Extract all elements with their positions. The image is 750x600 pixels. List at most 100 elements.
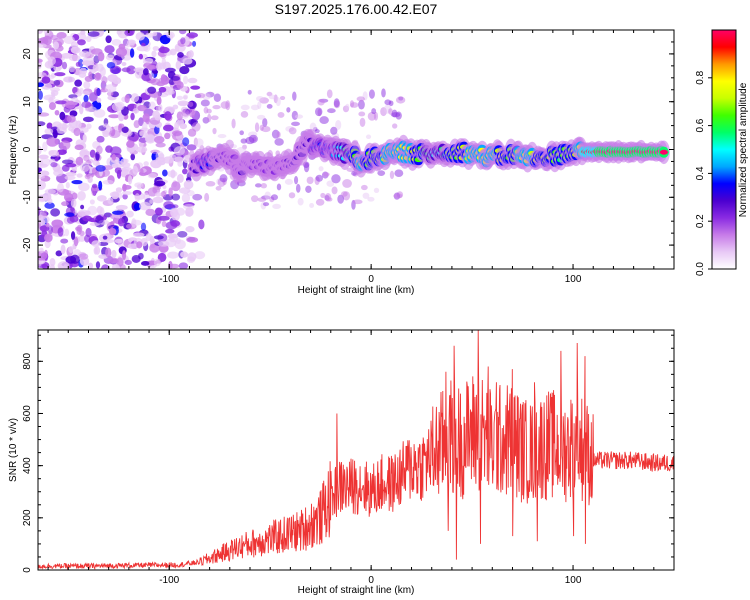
snr-x-tick-label: -100 [159,575,179,586]
noise-speckle [68,65,76,73]
noise-speckle [38,250,48,261]
noise-speckle [86,35,92,43]
snr-panel: -100 0 100 0 200 400 600 800 Height of straight… [8,329,675,596]
noise-speckle [317,98,325,106]
noise-speckle [154,135,165,144]
noise-speckle [167,233,179,239]
noise-speckle [93,246,98,255]
noise-speckle [272,203,281,209]
noise-speckle [148,101,156,110]
noise-speckle [288,192,296,199]
noise-speckle [182,57,193,65]
noise-speckle [185,207,194,217]
noise-speckle [268,94,276,100]
noise-speckle [84,173,91,180]
noise-speckle [99,66,106,77]
noise-speckle [78,253,89,260]
noise-speckle [42,141,48,152]
noise-speckle [270,194,279,201]
noise-speckle [254,183,262,188]
noise-speckle [71,192,78,200]
noise-speckle [121,126,129,133]
noise-speckle [315,174,323,182]
noise-speckle [82,90,90,95]
noise-speckle [295,183,301,193]
noise-speckle [326,89,333,99]
noise-speckle [194,138,204,148]
noise-speckle [176,111,184,121]
noise-speckle [204,192,210,202]
noise-speckle [50,208,61,217]
noise-speckle [38,38,47,44]
noise-speckle [72,86,78,94]
noise-speckle [75,61,81,67]
noise-speckle [117,238,124,249]
noise-speckle [177,100,189,106]
noise-speckle [333,98,340,108]
noise-speckle [196,92,206,99]
noise-speckle [177,51,184,58]
noise-speckle [60,244,66,255]
noise-speckle [153,235,164,240]
noise-speckle [79,230,85,237]
noise-speckle [73,236,79,247]
noise-speckle [157,215,170,221]
noise-speckle [158,46,170,54]
noise-speckle [102,235,108,240]
noise-speckle [108,227,117,236]
noise-speckle [288,127,297,135]
noise-speckle [93,72,102,81]
noise-speckle [138,252,144,260]
noise-speckle [100,264,110,269]
noise-speckle [108,129,121,139]
noise-speckle [61,159,74,165]
noise-speckle [38,180,46,190]
noise-speckle [63,35,75,45]
noise-speckle [240,104,250,111]
snr-y-tick-label: 800 [22,353,33,370]
noise-speckle [86,123,92,130]
noise-speckle [38,145,42,155]
noise-speckle [157,252,167,262]
noise-speckle [377,170,386,176]
noise-speckle [65,100,76,110]
noise-speckle [132,107,140,114]
noise-speckle [71,180,83,185]
noise-speckle [111,191,119,200]
noise-speckle [75,156,84,166]
noise-speckle [176,173,184,183]
noise-speckle [41,195,50,200]
noise-speckle [68,264,73,269]
snr-y-tick-label: 200 [22,509,33,526]
noise-speckle [161,220,167,228]
noise-speckle [63,76,75,83]
noise-speckle [309,203,315,209]
noise-speckle [154,180,166,187]
noise-speckle [122,184,132,190]
noise-speckle [70,198,77,208]
colorbar-ticks: 0.0 0.2 0.4 0.6 0.8 [695,70,712,276]
noise-speckle [142,113,150,123]
noise-speckle [179,30,187,35]
noise-speckle [102,123,110,128]
noise-speckle [50,162,58,168]
noise-speckle [168,187,173,197]
noise-speckle [116,169,122,179]
noise-speckle [78,182,90,192]
noise-speckle [163,201,174,209]
noise-speckle [111,163,119,169]
noise-speckle [254,122,260,133]
noise-speckle [111,249,117,259]
noise-speckle [91,240,101,248]
noise-speckle [147,187,158,197]
noise-speckle [157,160,166,166]
noise-speckle [161,57,166,67]
noise-speckle [115,101,125,111]
noise-speckle [78,127,89,133]
noise-speckle [96,195,107,202]
noise-speckle [149,199,154,204]
noise-speckle [130,153,136,161]
noise-speckle [46,137,59,147]
